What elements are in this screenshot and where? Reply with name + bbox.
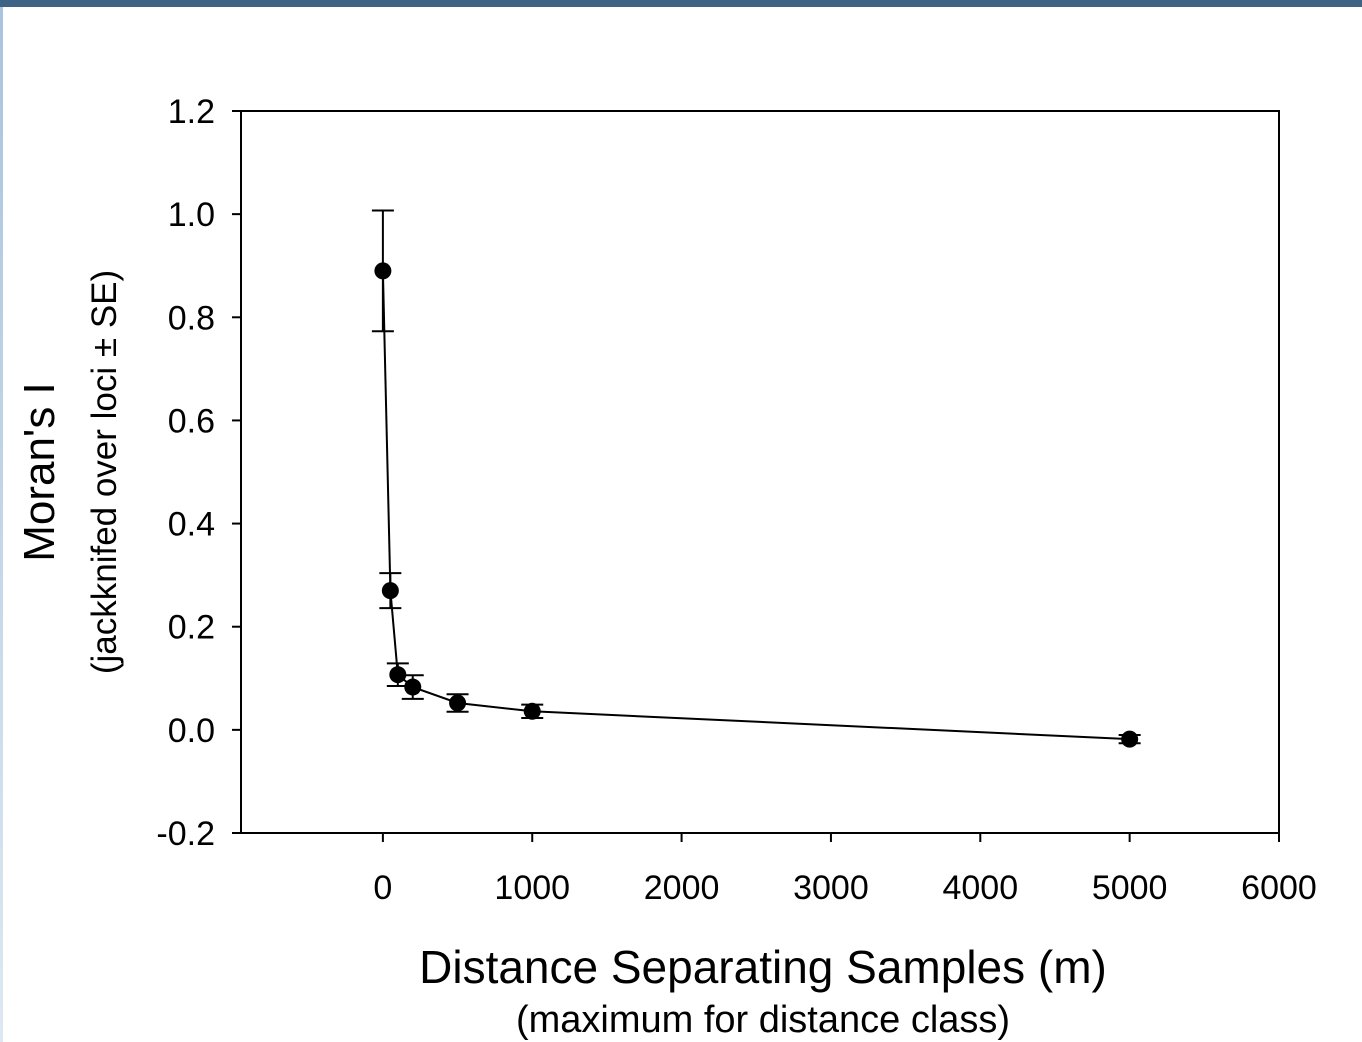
x-tick-label-3: 3000 <box>793 869 869 907</box>
y-tick-label-0: -0.2 <box>156 815 215 853</box>
series-line <box>381 270 1130 741</box>
x-tick-label-4: 4000 <box>942 869 1018 907</box>
series-connector-line <box>381 270 1130 741</box>
data-point-3 <box>404 678 422 696</box>
x-tick-label-0: 0 <box>373 869 392 907</box>
x-axis-label: Distance Separating Samples (m) <box>419 941 1107 993</box>
x-tick-label-1: 1000 <box>494 869 570 907</box>
y-tick-label-6: 1.0 <box>168 196 215 234</box>
data-point-6 <box>1121 730 1139 748</box>
data-point-0 <box>374 262 392 280</box>
plot-area <box>240 110 1280 834</box>
slide-left-border <box>0 7 3 1042</box>
data-point-5 <box>523 702 541 720</box>
axis-ticks: 0 1000 2000 3000 4000 5000 6000 -0.2 0.0 0.2 0.4 0.… <box>156 93 1316 907</box>
x-tick-label-2: 2000 <box>644 869 720 907</box>
y-tick-label-2: 0.2 <box>168 609 215 647</box>
data-point-4 <box>449 694 467 712</box>
data-point-2 <box>389 666 407 684</box>
y-tick-label-1: 0.0 <box>168 712 215 750</box>
y-tick-label-3: 0.4 <box>168 506 215 544</box>
x-axis-sublabel: (maximum for distance class) <box>516 999 1010 1041</box>
y-tick-label-5: 0.8 <box>168 299 215 337</box>
y-tick-label-7: 1.2 <box>168 93 215 131</box>
error-bars <box>371 209 1141 745</box>
y-tick-label-4: 0.6 <box>168 402 215 440</box>
y-axis-sublabel: (jackknifed over loci ± SE) <box>85 270 124 674</box>
y-axis-label: Moran's I <box>15 382 64 562</box>
slide-top-bar <box>0 0 1362 7</box>
x-tick-label-5: 5000 <box>1092 869 1168 907</box>
data-point-1 <box>381 582 399 600</box>
x-tick-label-6: 6000 <box>1241 869 1317 907</box>
data-points <box>374 262 1139 748</box>
